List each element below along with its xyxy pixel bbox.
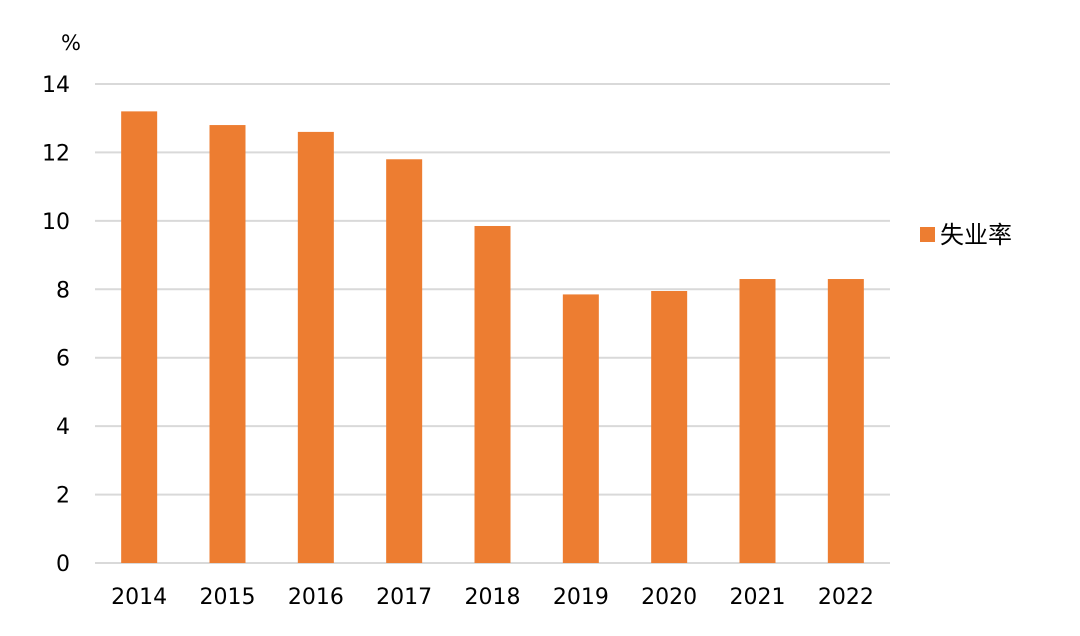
x-tick-label: 2014 [111, 585, 167, 610]
x-tick-label: 2020 [641, 585, 697, 610]
x-tick-label: 2015 [200, 585, 256, 610]
bars [121, 111, 864, 564]
bar-2022 [827, 279, 864, 563]
bar-2020 [651, 290, 688, 563]
y-tick-label: 10 [42, 210, 70, 235]
y-tick-label: 8 [56, 278, 70, 303]
y-tick-label: 2 [56, 484, 70, 509]
y-tick-label: 4 [56, 415, 70, 440]
bar-2017 [386, 159, 423, 563]
y-axis-unit-label: % [61, 31, 81, 55]
y-tick-label: 12 [42, 141, 70, 166]
bar-2016 [297, 131, 334, 563]
x-tick-label: 2017 [376, 585, 432, 610]
x-tick-label: 2016 [288, 585, 344, 610]
x-axis-tick-labels: 2014 2015 2016 2017 2018 2019 2020 2021 2022 [111, 585, 874, 610]
x-tick-label: 2022 [818, 585, 874, 610]
y-tick-label: 6 [56, 347, 70, 372]
bar-2015 [209, 125, 246, 564]
bar-2014 [121, 111, 158, 563]
x-tick-label: 2019 [553, 585, 609, 610]
y-tick-label: 14 [42, 73, 70, 98]
x-tick-label: 2018 [465, 585, 521, 610]
legend-label: 失业率 [940, 221, 1012, 249]
y-tick-label: 0 [56, 552, 70, 577]
x-tick-label: 2021 [730, 585, 786, 610]
legend-swatch [920, 227, 935, 242]
legend: 失业率 [920, 221, 1012, 249]
bar-2018 [474, 225, 511, 563]
bar-2021 [739, 279, 776, 563]
bar-2019 [562, 294, 599, 563]
y-axis-tick-labels: 0 2 4 6 8 10 12 14 [42, 73, 70, 577]
